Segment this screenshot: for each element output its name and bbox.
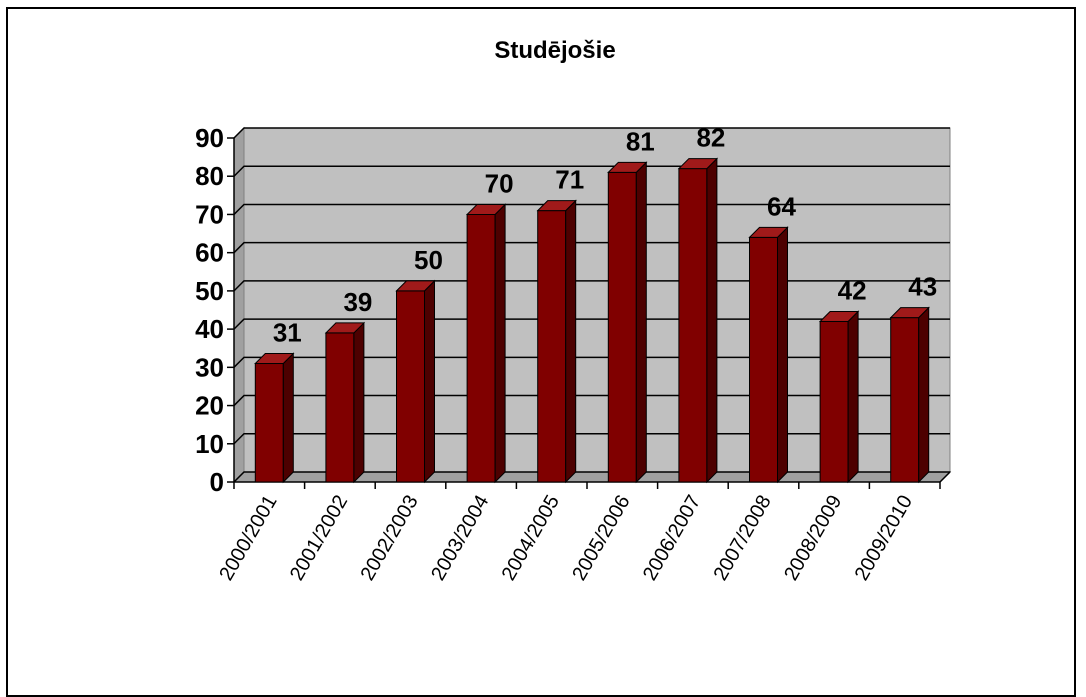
- x-tick-label: 2006/2007: [639, 492, 705, 585]
- bar-top: [536, 200, 577, 212]
- bar-side: [777, 226, 788, 484]
- bar-side: [424, 279, 435, 484]
- bar-top: [607, 161, 648, 173]
- x-tick-label: 2001/2002: [286, 492, 352, 585]
- data-label: 70: [485, 168, 514, 198]
- y-tick-label: 60: [195, 238, 224, 268]
- y-tick-label: 20: [195, 391, 224, 421]
- bar: [254, 363, 284, 483]
- data-label: 81: [626, 126, 655, 156]
- bar-top: [748, 226, 789, 238]
- chart-title: Studējošie: [494, 37, 615, 64]
- x-tick-label: 2003/2004: [427, 491, 493, 584]
- y-tick-label: 80: [195, 161, 224, 191]
- x-tick-label: 2004/2005: [498, 492, 564, 585]
- bar-top: [324, 322, 366, 334]
- bar: [890, 317, 920, 483]
- bar: [607, 171, 637, 483]
- data-label: 64: [767, 191, 796, 221]
- bar-side: [565, 199, 577, 484]
- y-tick-label: 30: [195, 352, 224, 382]
- bar-side: [918, 306, 930, 484]
- y-tick-label: 90: [195, 123, 224, 153]
- bar: [749, 236, 778, 483]
- bar-side: [706, 157, 718, 484]
- data-label: 43: [908, 272, 937, 302]
- data-label: 31: [273, 318, 302, 348]
- x-tick-label: 2005/2006: [568, 492, 634, 585]
- bar-top: [677, 158, 719, 170]
- bar: [819, 320, 849, 483]
- bar: [466, 213, 496, 483]
- y-tick-label: 0: [210, 467, 224, 497]
- x-axis-line-end: [939, 471, 951, 483]
- bar: [396, 290, 425, 483]
- bar-top: [465, 203, 507, 215]
- x-tick-label: 2002/2003: [357, 492, 423, 585]
- data-label: 71: [555, 165, 584, 195]
- plot-area: 0 10 20 30 40 50 60 70 80 90 31 2000/2001 39 2001/200…: [195, 123, 952, 585]
- gridline: [233, 127, 950, 139]
- x-tick-label: 2009/2010: [851, 492, 917, 585]
- bar-top: [395, 280, 436, 292]
- y-tick-label: 40: [195, 314, 224, 344]
- bar-side: [282, 352, 294, 484]
- bar-top: [818, 310, 860, 322]
- bar: [678, 168, 708, 483]
- data-label: 42: [838, 275, 867, 305]
- bar-top: [889, 307, 930, 319]
- y-tick-label: 10: [195, 429, 224, 459]
- bar-side: [635, 161, 647, 484]
- y-tick-label: 50: [195, 276, 224, 306]
- bar-top: [254, 353, 295, 365]
- bar: [325, 332, 355, 483]
- data-label: 82: [696, 123, 725, 153]
- data-label: 39: [343, 287, 372, 317]
- bar: [537, 210, 567, 483]
- bar-side: [494, 203, 506, 484]
- bar-side: [353, 321, 365, 484]
- bar-side: [847, 310, 859, 484]
- plot-side-wall: [233, 126, 245, 484]
- y-tick-label: 70: [195, 199, 224, 229]
- x-tick-label: 2007/2008: [710, 492, 776, 585]
- x-tick-label: 2008/2009: [780, 492, 846, 585]
- data-label: 50: [414, 245, 443, 275]
- x-tick-label: 2000/2001: [215, 492, 281, 585]
